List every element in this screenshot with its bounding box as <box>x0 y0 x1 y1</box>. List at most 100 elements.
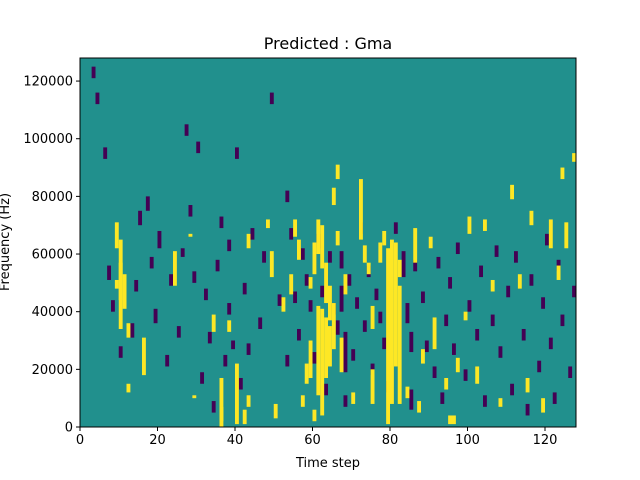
heatmap-cell-low <box>401 251 406 278</box>
heatmap-cell-low <box>250 228 255 240</box>
heatmap-cell-low <box>153 308 158 324</box>
heatmap-cell-low <box>130 323 135 338</box>
heatmap-cell-low <box>188 205 193 217</box>
heatmap-cell-low <box>157 230 162 249</box>
heatmap-cell-high <box>316 219 321 255</box>
heatmap-cell-high <box>114 279 119 289</box>
heatmap-cell-low <box>506 285 511 298</box>
heatmap-cell-low <box>223 354 228 367</box>
heatmap-cell-low <box>409 389 414 410</box>
heatmap-cell-high <box>397 285 402 404</box>
heatmap-cell-high <box>308 340 313 378</box>
heatmap-cell-high <box>211 314 216 332</box>
heatmap-cell-low <box>184 124 189 136</box>
heatmap-cell-low <box>227 303 232 315</box>
heatmap-cell-low <box>440 392 445 404</box>
heatmap-cell-low <box>498 346 503 358</box>
heatmap-cell-low <box>277 294 282 306</box>
heatmap-cell-low <box>285 190 290 203</box>
heatmap-cell-high <box>246 395 251 407</box>
x-axis-label: Time step <box>295 456 360 471</box>
heatmap-cell-low <box>215 259 220 272</box>
heatmap-cell-high <box>564 222 569 249</box>
heatmap-cell-high <box>324 317 329 378</box>
heatmap-cell-high <box>297 239 301 260</box>
heatmap-cell-low <box>374 288 379 301</box>
heatmap-cell-low <box>343 331 348 373</box>
heatmap-cell-high <box>475 366 480 384</box>
heatmap-cell-high <box>331 303 336 350</box>
y-tick-label: 120000 <box>23 75 73 90</box>
heatmap-cell-high <box>188 233 193 237</box>
heatmap-cell-low <box>436 256 441 269</box>
heatmap-cell-low <box>572 285 577 298</box>
heatmap-cell-low <box>103 147 108 159</box>
heatmap-cell-low <box>362 320 367 332</box>
heatmap-cell-high <box>242 409 247 425</box>
heatmap-cell-high <box>556 265 561 280</box>
heatmap-cell-high <box>324 262 329 304</box>
heatmap-cell-high <box>366 262 371 275</box>
heatmap-cell-low <box>176 326 181 338</box>
heatmap-cell-low <box>262 251 267 263</box>
heatmap-cell-low <box>231 340 236 350</box>
heatmap-cell-low <box>343 395 348 407</box>
heatmap-cell-low <box>211 401 216 413</box>
y-tick-label: 60000 <box>32 248 73 263</box>
heatmap-cell-low <box>514 251 518 263</box>
heatmap-cell-low <box>118 346 123 358</box>
heatmap-cell-high <box>510 184 515 200</box>
heatmap-cell-low <box>138 210 143 226</box>
heatmap-cell-low <box>300 248 305 260</box>
heatmap-cell-high <box>281 297 286 312</box>
heatmap-cell-high <box>351 392 356 404</box>
heatmap-cell-low <box>355 297 360 309</box>
heatmap-cell-low <box>180 248 185 257</box>
heatmap-cell-high <box>246 233 251 249</box>
heatmap-cell-high <box>572 153 577 162</box>
heatmap-cell-low <box>204 288 208 301</box>
heatmap-cell-high <box>266 219 270 229</box>
heatmap-cell-high <box>335 230 340 246</box>
heatmap-cell-high <box>448 415 453 425</box>
heatmap-cell-high <box>432 317 437 350</box>
heatmap-cell-low <box>293 291 298 304</box>
heatmap-cell-high <box>428 236 433 249</box>
heatmap-cell-low <box>529 274 534 286</box>
heatmap-cell-low <box>541 297 546 309</box>
heatmap-cell-high <box>118 262 123 301</box>
heatmap-cell-low <box>145 196 150 211</box>
heatmap-cell-high <box>362 245 367 263</box>
heatmap-cell-low <box>308 300 313 312</box>
heatmap-cell-low <box>169 274 174 286</box>
heatmap-cell-high <box>273 403 278 419</box>
heatmap-cell-low <box>432 366 437 378</box>
heatmap-cell-high <box>382 230 387 246</box>
heatmap-cell-low <box>149 256 154 269</box>
heatmap-cell-low <box>297 328 301 341</box>
heatmap-cell-low <box>467 300 472 312</box>
heatmap-cell-low <box>91 66 96 79</box>
heatmap-cell-high <box>517 274 522 289</box>
heatmap-cell-low <box>552 392 557 404</box>
heatmap-cell-low <box>258 317 263 329</box>
heatmap-cell-low <box>320 285 325 298</box>
heatmap-cell-low <box>479 265 484 278</box>
chart-title: Predicted : Gma <box>264 34 392 53</box>
heatmap-cell-low <box>494 245 499 257</box>
heatmap-cell-high <box>320 225 325 269</box>
heatmap-cell-low <box>335 320 340 335</box>
heatmap-cell-high <box>328 326 332 367</box>
heatmap-cell-low <box>424 340 429 353</box>
heatmap-cell-low <box>448 277 453 289</box>
heatmap-cell-high <box>300 395 305 407</box>
heatmap-cell-high <box>444 377 449 390</box>
heatmap-cell-high <box>397 259 402 278</box>
heatmap-cell-low <box>483 395 487 407</box>
heatmap-cell-high <box>455 357 460 373</box>
heatmap-cell-low <box>219 216 224 229</box>
y-tick-label: 20000 <box>32 363 73 378</box>
heatmap-cell-high <box>405 386 410 399</box>
x-tick-label: 20 <box>149 433 166 448</box>
heatmap-cell-low <box>107 265 112 280</box>
